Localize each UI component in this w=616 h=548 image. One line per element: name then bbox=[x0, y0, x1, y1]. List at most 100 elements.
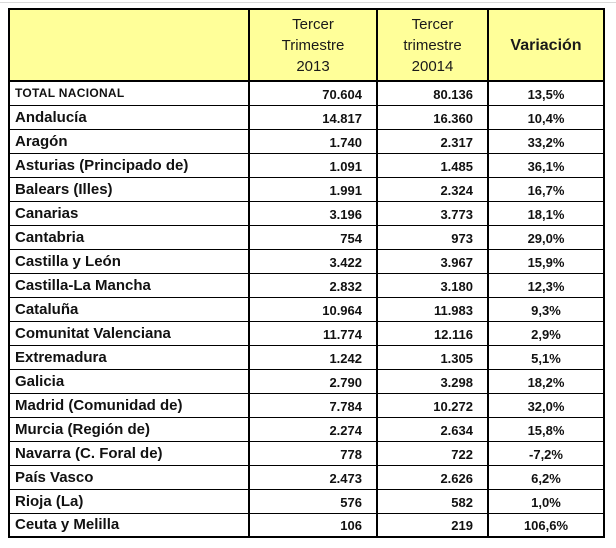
value-variation-cell: 15,9% bbox=[487, 248, 605, 274]
table-row: Comunitat Valenciana 11.774 12.116 2,9% bbox=[8, 320, 605, 346]
header-q3-2013-line2: Trimestre bbox=[281, 36, 345, 54]
region-name-cell: Extremadura bbox=[8, 344, 250, 370]
value-q3-2013-cell: 7.784 bbox=[248, 392, 378, 418]
value-variation-cell: 16,7% bbox=[487, 176, 605, 202]
value-q3-2013-cell: 2.473 bbox=[248, 464, 378, 490]
table-row: Cantabria 754 973 29,0% bbox=[8, 224, 605, 250]
value-q3-2013-cell: 1.991 bbox=[248, 176, 378, 202]
value-q3-2014-cell: 3.298 bbox=[376, 368, 489, 394]
value-variation-cell: 9,3% bbox=[487, 296, 605, 322]
value-variation-cell: 106,6% bbox=[487, 512, 605, 538]
value-variation-cell: -7,2% bbox=[487, 440, 605, 466]
value-q3-2014-cell: 10.272 bbox=[376, 392, 489, 418]
top-divider-line bbox=[0, 2, 616, 3]
value-variation-cell: 12,3% bbox=[487, 272, 605, 298]
region-name-cell: Aragón bbox=[8, 128, 250, 154]
table-body: TOTAL NACIONAL 70.604 80.136 13,5% Andalucía… bbox=[8, 80, 605, 538]
value-variation-cell: 18,1% bbox=[487, 200, 605, 226]
value-q3-2013-cell: 70.604 bbox=[248, 80, 378, 106]
value-variation-cell: 33,2% bbox=[487, 128, 605, 154]
value-variation-cell: 5,1% bbox=[487, 344, 605, 370]
value-q3-2014-cell: 2.626 bbox=[376, 464, 489, 490]
value-q3-2013-cell: 1.740 bbox=[248, 128, 378, 154]
value-variation-cell: 32,0% bbox=[487, 392, 605, 418]
table-row: Ceuta y Melilla 106 219 106,6% bbox=[8, 512, 605, 538]
region-name-cell: Canarias bbox=[8, 200, 250, 226]
value-q3-2014-cell: 722 bbox=[376, 440, 489, 466]
value-q3-2013-cell: 106 bbox=[248, 512, 378, 538]
header-region-empty bbox=[8, 8, 250, 82]
header-q3-2013-line3: 2013 bbox=[296, 57, 330, 75]
table-row: Castilla-La Mancha 2.832 3.180 12,3% bbox=[8, 272, 605, 298]
value-variation-cell: 6,2% bbox=[487, 464, 605, 490]
regional-data-table: Tercer Trimestre 2013 Tercer trimestre 2… bbox=[8, 8, 605, 538]
table-row: Balears (Illes) 1.991 2.324 16,7% bbox=[8, 176, 605, 202]
region-name-cell: Castilla y León bbox=[8, 248, 250, 274]
value-q3-2014-cell: 80.136 bbox=[376, 80, 489, 106]
table-row: Andalucía 14.817 16.360 10,4% bbox=[8, 104, 605, 130]
table-row: Cataluña 10.964 11.983 9,3% bbox=[8, 296, 605, 322]
value-q3-2013-cell: 1.091 bbox=[248, 152, 378, 178]
value-variation-cell: 10,4% bbox=[487, 104, 605, 130]
value-q3-2013-cell: 3.422 bbox=[248, 248, 378, 274]
table-row: Extremadura 1.242 1.305 5,1% bbox=[8, 344, 605, 370]
value-q3-2014-cell: 3.773 bbox=[376, 200, 489, 226]
table-row: Galicia 2.790 3.298 18,2% bbox=[8, 368, 605, 394]
table-header: Tercer Trimestre 2013 Tercer trimestre 2… bbox=[8, 8, 605, 82]
region-name-cell: Ceuta y Melilla bbox=[8, 512, 250, 538]
header-row: Tercer Trimestre 2013 Tercer trimestre 2… bbox=[8, 8, 605, 82]
region-name-cell: Madrid (Comunidad de) bbox=[8, 392, 250, 418]
value-q3-2013-cell: 2.832 bbox=[248, 272, 378, 298]
value-q3-2013-cell: 1.242 bbox=[248, 344, 378, 370]
value-q3-2014-cell: 219 bbox=[376, 512, 489, 538]
value-q3-2014-cell: 1.485 bbox=[376, 152, 489, 178]
table-row-total-nacional: TOTAL NACIONAL 70.604 80.136 13,5% bbox=[8, 80, 605, 106]
region-name-cell: Asturias (Principado de) bbox=[8, 152, 250, 178]
value-q3-2013-cell: 778 bbox=[248, 440, 378, 466]
region-name-cell: Balears (Illes) bbox=[8, 176, 250, 202]
region-name-cell: Galicia bbox=[8, 368, 250, 394]
value-q3-2014-cell: 11.983 bbox=[376, 296, 489, 322]
value-q3-2013-cell: 2.274 bbox=[248, 416, 378, 442]
value-q3-2014-cell: 973 bbox=[376, 224, 489, 250]
table-row: Canarias 3.196 3.773 18,1% bbox=[8, 200, 605, 226]
value-variation-cell: 1,0% bbox=[487, 488, 605, 514]
header-q3-2014-line3: 20014 bbox=[411, 57, 454, 75]
value-q3-2013-cell: 10.964 bbox=[248, 296, 378, 322]
table-row: Aragón 1.740 2.317 33,2% bbox=[8, 128, 605, 154]
value-variation-cell: 18,2% bbox=[487, 368, 605, 394]
region-name-cell: Murcia (Región de) bbox=[8, 416, 250, 442]
header-q3-2014-line2: trimestre bbox=[403, 36, 462, 54]
table-row: Rioja (La) 576 582 1,0% bbox=[8, 488, 605, 514]
value-q3-2013-cell: 11.774 bbox=[248, 320, 378, 346]
value-q3-2014-cell: 582 bbox=[376, 488, 489, 514]
value-variation-cell: 13,5% bbox=[487, 80, 605, 106]
table-row: Asturias (Principado de) 1.091 1.485 36,1% bbox=[8, 152, 605, 178]
region-name-cell: TOTAL NACIONAL bbox=[8, 80, 250, 106]
table-row: Castilla y León 3.422 3.967 15,9% bbox=[8, 248, 605, 274]
value-q3-2013-cell: 754 bbox=[248, 224, 378, 250]
value-q3-2014-cell: 16.360 bbox=[376, 104, 489, 130]
value-variation-cell: 15,8% bbox=[487, 416, 605, 442]
region-name-cell: Rioja (La) bbox=[8, 488, 250, 514]
header-q3-2013: Tercer Trimestre 2013 bbox=[248, 8, 378, 82]
value-q3-2013-cell: 2.790 bbox=[248, 368, 378, 394]
region-name-cell: Cantabria bbox=[8, 224, 250, 250]
header-q3-2014-line1: Tercer bbox=[411, 15, 454, 33]
value-q3-2014-cell: 3.180 bbox=[376, 272, 489, 298]
value-q3-2013-cell: 576 bbox=[248, 488, 378, 514]
value-q3-2014-cell: 12.116 bbox=[376, 320, 489, 346]
table-row: Navarra (C. Foral de) 778 722 -7,2% bbox=[8, 440, 605, 466]
value-q3-2014-cell: 2.324 bbox=[376, 176, 489, 202]
value-q3-2014-cell: 2.634 bbox=[376, 416, 489, 442]
header-q3-2013-line1: Tercer bbox=[292, 15, 334, 33]
table-row: Madrid (Comunidad de) 7.784 10.272 32,0% bbox=[8, 392, 605, 418]
value-q3-2014-cell: 1.305 bbox=[376, 344, 489, 370]
value-q3-2013-cell: 14.817 bbox=[248, 104, 378, 130]
region-name-cell: Navarra (C. Foral de) bbox=[8, 440, 250, 466]
region-name-cell: Castilla-La Mancha bbox=[8, 272, 250, 298]
region-name-cell: País Vasco bbox=[8, 464, 250, 490]
value-q3-2013-cell: 3.196 bbox=[248, 200, 378, 226]
header-variation: Variación bbox=[487, 8, 605, 82]
